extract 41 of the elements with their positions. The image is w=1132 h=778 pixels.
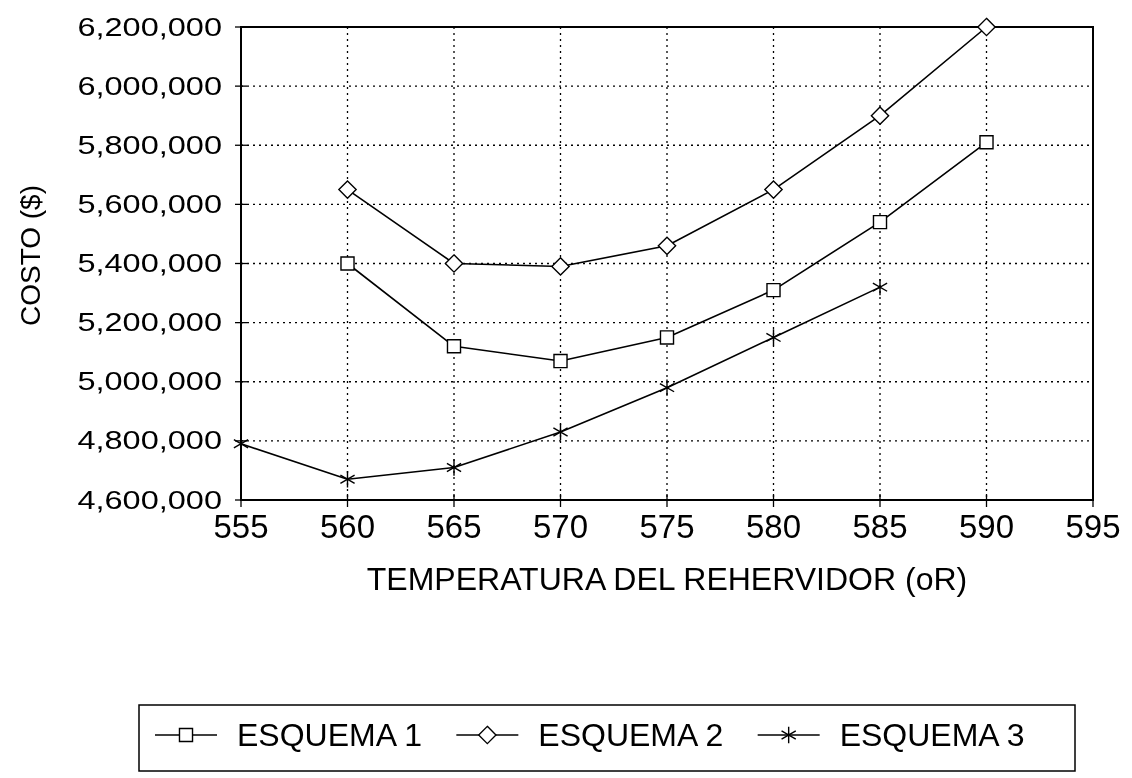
point — [977, 17, 996, 37]
point — [872, 214, 888, 230]
x-tick-label: 585 — [852, 508, 908, 545]
x-tick-label: 570 — [532, 508, 589, 545]
point — [765, 328, 782, 347]
y-tick-label: 4,800,000 — [77, 427, 222, 455]
point — [766, 282, 781, 298]
point — [870, 106, 890, 126]
point — [552, 423, 569, 441]
point — [339, 470, 356, 489]
point — [340, 256, 355, 271]
y-axis-title: COSTO ($) — [14, 184, 46, 327]
x-tick-label: 560 — [319, 508, 376, 545]
point — [553, 353, 568, 369]
x-tick-label: 595 — [1065, 508, 1121, 545]
y-tick-label: 5,400,000 — [77, 249, 222, 278]
y-tick-label: 5,200,000 — [77, 308, 222, 337]
point — [444, 254, 464, 273]
legend-label: ESQUEMA 1 — [237, 717, 422, 753]
point — [764, 180, 783, 199]
legend-label: ESQUEMA 2 — [538, 717, 724, 753]
point — [551, 257, 570, 276]
x-tick-label: 575 — [639, 508, 695, 545]
point — [446, 339, 462, 354]
point — [338, 180, 357, 199]
y-tick-label: 5,000,000 — [77, 367, 222, 396]
point — [872, 278, 888, 297]
y-tick-label: 6,200,000 — [77, 13, 222, 41]
x-tick-label: 565 — [426, 508, 482, 545]
point — [979, 135, 994, 150]
legend-label: ESQUEMA 3 — [839, 717, 1025, 753]
point — [659, 378, 675, 397]
x-axis-title: TEMPERATURA DEL REHERVIDOR (oR) — [366, 561, 968, 597]
point — [446, 458, 462, 477]
x-tick-label: 580 — [745, 508, 802, 545]
y-tick-label: 5,800,000 — [77, 131, 222, 160]
point — [657, 236, 677, 256]
y-tick-label: 5,600,000 — [77, 190, 222, 219]
point — [659, 330, 675, 345]
x-tick-label: 590 — [958, 508, 1015, 545]
y-tick-label: 6,000,000 — [77, 72, 222, 100]
